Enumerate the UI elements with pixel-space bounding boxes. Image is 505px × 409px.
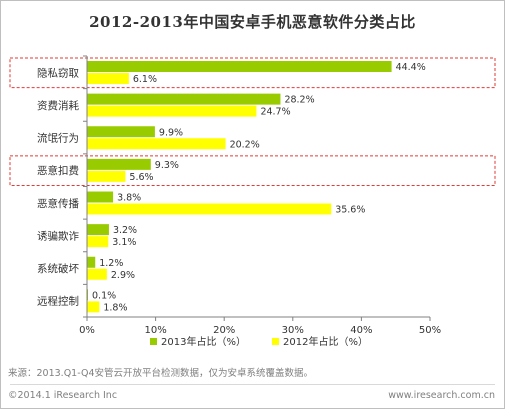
website-text: www.iresearch.com.cn — [388, 390, 495, 401]
legend-label: 2013年占比（%） — [161, 335, 246, 348]
category-label: 系统破坏 — [37, 262, 79, 275]
data-label: 3.1% — [112, 237, 136, 248]
bar — [87, 203, 332, 215]
x-tick-label: 20% — [213, 325, 235, 336]
data-label: 3.2% — [113, 225, 137, 236]
highlight-box — [9, 57, 496, 89]
data-label: 28.2% — [284, 95, 314, 106]
bar — [87, 61, 392, 72]
footer-divider — [10, 384, 495, 385]
highlight-box — [9, 155, 496, 186]
bar-chart: 隐私窃取 44.4% 6.1% 资费消耗 28.2%24.7% 流氓行为 9.9% 20.2%… — [9, 55, 496, 348]
data-label: 24.7% — [260, 107, 290, 118]
data-label: 1.8% — [103, 302, 127, 313]
bar — [87, 191, 114, 203]
bar — [87, 170, 126, 182]
data-label: 0.1% — [92, 290, 116, 301]
copyright-text: ©2014.1 iResearch Inc — [8, 390, 118, 401]
bar — [87, 105, 257, 117]
data-label: 6.1% — [133, 74, 157, 85]
data-label: 44.4% — [396, 62, 426, 73]
bar — [87, 301, 100, 313]
data-label: 1.2% — [99, 258, 123, 269]
data-label: 9.9% — [159, 127, 183, 138]
data-label: 20.2% — [230, 139, 260, 150]
category-label: 恶意扣费 — [37, 164, 79, 177]
category-label: 诱骗欺诈 — [37, 229, 79, 242]
x-tick-label: 0% — [79, 325, 95, 336]
bar — [87, 256, 96, 268]
legend-swatch — [150, 338, 157, 345]
category-label: 恶意传播 — [37, 197, 79, 210]
bar — [87, 236, 109, 248]
x-tick-label: 10% — [144, 325, 166, 336]
category-label: 流氓行为 — [37, 132, 79, 145]
data-label: 2.9% — [111, 270, 135, 281]
x-tick-label: 40% — [350, 325, 372, 336]
category-label: 隐私窃取 — [37, 66, 79, 79]
bar — [87, 268, 107, 280]
data-label: 35.6% — [335, 205, 365, 216]
bar — [87, 138, 226, 150]
x-tick-label: 50% — [419, 325, 441, 336]
x-tick-label: 30% — [282, 325, 304, 336]
source-note: 来源：2013.Q1-Q4安管云开放平台检测数据，仅为安卓系统覆盖数据。 — [8, 368, 314, 379]
data-label: 5.6% — [129, 172, 153, 183]
bar — [87, 158, 151, 170]
bar — [87, 224, 109, 236]
chart-title: 2012-2013年中国安卓手机恶意软件分类占比 — [89, 13, 416, 31]
bar — [87, 126, 155, 138]
data-label: 3.8% — [117, 193, 141, 204]
category-label: 资费消耗 — [37, 99, 79, 112]
legend-swatch — [272, 338, 279, 345]
legend-label: 2012年占比（%） — [283, 335, 368, 348]
category-label: 远程控制 — [37, 295, 79, 308]
bar — [87, 73, 129, 84]
bar — [87, 93, 281, 105]
data-label: 9.3% — [155, 160, 179, 171]
